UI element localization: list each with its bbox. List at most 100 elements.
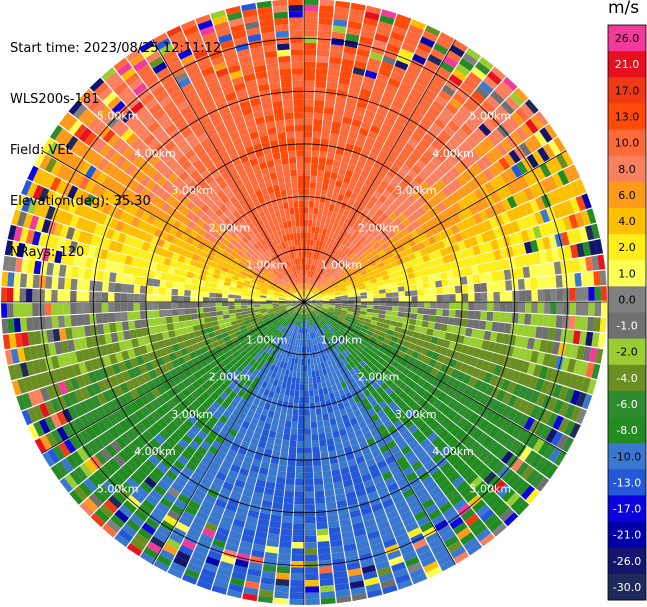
velocity-gate [523,172,535,187]
velocity-gate [529,390,541,404]
velocity-gate [372,119,383,129]
velocity-gate [356,160,366,169]
velocity-gate [298,352,302,359]
velocity-gate [457,198,468,210]
velocity-gate [347,183,355,192]
velocity-gate [348,157,358,166]
velocity-gate [286,315,292,321]
velocity-gate [279,413,287,421]
velocity-gate [449,294,456,302]
velocity-gate [585,362,595,378]
velocity-gate [385,83,399,94]
velocity-gate [7,224,17,241]
velocity-gate [381,498,394,509]
velocity-gate [478,243,487,254]
velocity-gate [481,435,494,449]
velocity-gate [415,544,431,556]
velocity-gate [292,325,297,333]
velocity-gate [331,165,340,174]
velocity-gate [206,378,215,387]
velocity-gate [166,410,178,421]
velocity-gate [71,228,82,242]
velocity-gate [358,174,367,184]
velocity-gate [259,583,275,592]
velocity-gate [273,412,281,420]
velocity-gate [383,349,392,357]
velocity-gate [304,207,309,214]
velocity-gate [197,461,210,472]
velocity-gate [422,314,430,322]
velocity-gate [244,414,253,424]
velocity-gate [569,197,581,213]
velocity-gate [171,395,182,406]
velocity-gate [78,361,88,375]
velocity-gate [402,199,412,209]
velocity-gate [389,555,404,567]
velocity-gate [290,338,295,345]
velocity-gate [273,344,279,352]
velocity-gate [267,322,274,328]
velocity-gate [474,292,482,302]
velocity-gate [221,302,229,307]
velocity-gate [360,558,375,568]
velocity-gate [288,446,297,454]
velocity-gate [127,275,136,285]
velocity-gate [312,351,316,359]
velocity-gate [315,307,322,311]
velocity-gate [573,359,583,375]
velocity-gate [263,367,270,376]
velocity-gate [211,320,219,327]
velocity-gate [496,447,509,461]
velocity-gate [335,179,343,188]
velocity-gate [247,302,254,305]
velocity-gate [216,450,227,460]
velocity-gate [483,453,496,467]
velocity-gate [157,255,166,265]
velocity-gate [235,452,246,462]
velocity-gate [158,295,165,302]
velocity-gate [428,105,441,118]
velocity-gate [550,156,563,172]
velocity-gate [568,273,576,287]
velocity-gate [324,340,330,347]
velocity-gate [327,352,333,360]
velocity-gate [374,234,383,242]
velocity-gate [229,316,237,322]
velocity-gate [21,393,33,409]
velocity-gate [172,375,182,385]
velocity-gate [380,578,396,589]
velocity-gate [228,530,242,541]
velocity-gate [362,115,374,125]
velocity-gate [230,524,244,535]
velocity-gate [181,434,193,445]
velocity-gate [234,558,249,568]
velocity-gate [338,337,345,345]
velocity-gate [241,461,252,471]
velocity-gate [174,498,187,511]
velocity-gate [358,282,365,287]
velocity-gate [365,311,373,317]
velocity-gate [375,514,388,525]
velocity-gate [512,178,524,192]
velocity-gate [381,532,395,543]
velocity-gate [328,295,336,298]
velocity-gate [365,242,373,250]
velocity-gate [319,328,325,335]
velocity-gate [396,169,407,179]
velocity-gate [33,330,42,345]
velocity-gate [25,229,35,245]
velocity-gate [432,491,446,503]
velocity-gate [416,283,424,290]
velocity-gate [180,327,188,335]
velocity-gate [367,385,376,394]
velocity-gate [345,225,352,233]
velocity-gate [317,314,323,320]
velocity-gate [364,109,376,119]
velocity-gate [256,420,265,429]
velocity-gate [317,208,324,216]
velocity-gate [304,30,318,37]
velocity-gate [275,313,283,318]
velocity-gate [563,245,573,260]
velocity-gate [417,295,425,302]
velocity-gate [379,266,387,273]
